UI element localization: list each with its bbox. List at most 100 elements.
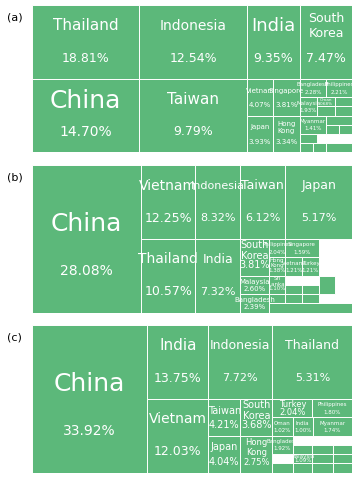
- Bar: [300, 78, 326, 97]
- Text: Singapore: Singapore: [288, 242, 316, 247]
- Text: (b): (b): [7, 172, 23, 182]
- Bar: [247, 116, 273, 152]
- Bar: [339, 125, 352, 134]
- Bar: [300, 134, 317, 143]
- Bar: [313, 454, 333, 463]
- Text: 10.57%: 10.57%: [144, 286, 192, 298]
- Bar: [240, 294, 269, 312]
- Text: 1.74%: 1.74%: [324, 428, 341, 433]
- Bar: [269, 294, 285, 303]
- Text: 0.68%: 0.68%: [319, 102, 333, 106]
- Text: 8.32%: 8.32%: [200, 213, 236, 223]
- Text: Bangladesh: Bangladesh: [297, 82, 329, 87]
- Text: 3.34%: 3.34%: [275, 139, 298, 145]
- Bar: [208, 399, 240, 436]
- Text: Oman: Oman: [274, 420, 291, 426]
- Text: 2.21%: 2.21%: [331, 90, 348, 94]
- Text: (c): (c): [7, 332, 22, 342]
- Text: 2.60%: 2.60%: [244, 286, 266, 292]
- Text: Japan: Japan: [302, 179, 336, 192]
- Bar: [208, 325, 272, 399]
- Text: Turkey: Turkey: [302, 260, 319, 266]
- Text: 1.38%: 1.38%: [268, 268, 286, 273]
- Text: 3.81%: 3.81%: [240, 260, 270, 270]
- Text: South
Korea: South Korea: [241, 240, 269, 262]
- Bar: [335, 106, 352, 116]
- Text: 1.59%: 1.59%: [293, 250, 311, 254]
- Text: Philippines: Philippines: [318, 402, 347, 407]
- Text: Philippines: Philippines: [262, 242, 292, 247]
- Text: India: India: [159, 338, 197, 353]
- Text: Japan: Japan: [211, 442, 238, 452]
- Text: 1.92%: 1.92%: [274, 446, 291, 452]
- Bar: [195, 165, 240, 239]
- Text: Philippines: Philippines: [325, 82, 354, 87]
- Text: 12.03%: 12.03%: [154, 446, 201, 458]
- Text: Indonesia: Indonesia: [159, 18, 226, 32]
- Text: 3.93%: 3.93%: [249, 139, 271, 145]
- Text: 4.07%: 4.07%: [249, 102, 271, 108]
- Bar: [139, 78, 247, 152]
- Text: 28.08%: 28.08%: [60, 264, 113, 278]
- Text: Bangladesh: Bangladesh: [234, 297, 275, 303]
- Text: 7.32%: 7.32%: [200, 287, 236, 297]
- Bar: [333, 463, 353, 472]
- Bar: [313, 445, 333, 454]
- Bar: [269, 239, 285, 257]
- Bar: [147, 325, 208, 399]
- Bar: [335, 97, 352, 106]
- Bar: [285, 257, 302, 276]
- Text: 14.70%: 14.70%: [59, 125, 112, 139]
- Bar: [32, 78, 139, 152]
- Text: 2.04%: 2.04%: [268, 250, 286, 254]
- Text: Thailand: Thailand: [138, 252, 198, 266]
- Text: Japan: Japan: [250, 124, 270, 130]
- Bar: [302, 257, 319, 276]
- Bar: [240, 399, 272, 436]
- Bar: [273, 116, 299, 152]
- Text: Vietnam: Vietnam: [282, 260, 305, 266]
- Bar: [272, 463, 293, 472]
- Text: 7.72%: 7.72%: [222, 373, 258, 383]
- Text: 2.75%: 2.75%: [243, 458, 269, 466]
- Bar: [272, 436, 293, 454]
- Text: 2.04%: 2.04%: [279, 408, 305, 416]
- Text: 1.80%: 1.80%: [324, 410, 341, 414]
- Text: Indonesia: Indonesia: [191, 180, 245, 190]
- Bar: [240, 165, 285, 239]
- Text: 1.21%: 1.21%: [285, 268, 302, 273]
- Bar: [195, 239, 240, 312]
- Text: 3.68%: 3.68%: [241, 420, 272, 430]
- Text: India: India: [296, 420, 309, 426]
- Bar: [293, 445, 313, 454]
- Text: 1.00%: 1.00%: [294, 428, 311, 433]
- Text: Taiwan: Taiwan: [241, 179, 284, 192]
- Bar: [272, 325, 352, 399]
- Bar: [326, 125, 339, 134]
- Bar: [317, 106, 335, 116]
- Text: Thailand: Thailand: [53, 18, 119, 33]
- Text: 13.75%: 13.75%: [154, 372, 202, 384]
- Text: 3.81%: 3.81%: [275, 102, 298, 108]
- Text: 12.54%: 12.54%: [169, 52, 217, 64]
- Text: 1.02%: 1.02%: [274, 428, 291, 433]
- Bar: [302, 285, 319, 294]
- Text: India: India: [203, 253, 233, 266]
- Text: 18.81%: 18.81%: [62, 52, 110, 64]
- Bar: [285, 239, 319, 257]
- Bar: [313, 463, 333, 472]
- Text: 7.47%: 7.47%: [306, 52, 346, 64]
- Bar: [300, 5, 352, 78]
- Text: 2.28%: 2.28%: [304, 90, 321, 94]
- Bar: [139, 5, 247, 78]
- Bar: [272, 417, 293, 436]
- Text: 33.92%: 33.92%: [63, 424, 116, 438]
- Bar: [269, 303, 352, 312]
- Text: Vietnam: Vietnam: [245, 88, 274, 94]
- Bar: [300, 143, 313, 152]
- Text: India: India: [251, 16, 295, 34]
- Bar: [240, 276, 269, 294]
- Bar: [293, 417, 313, 436]
- Text: 4.04%: 4.04%: [209, 457, 240, 467]
- Text: (a): (a): [7, 12, 23, 22]
